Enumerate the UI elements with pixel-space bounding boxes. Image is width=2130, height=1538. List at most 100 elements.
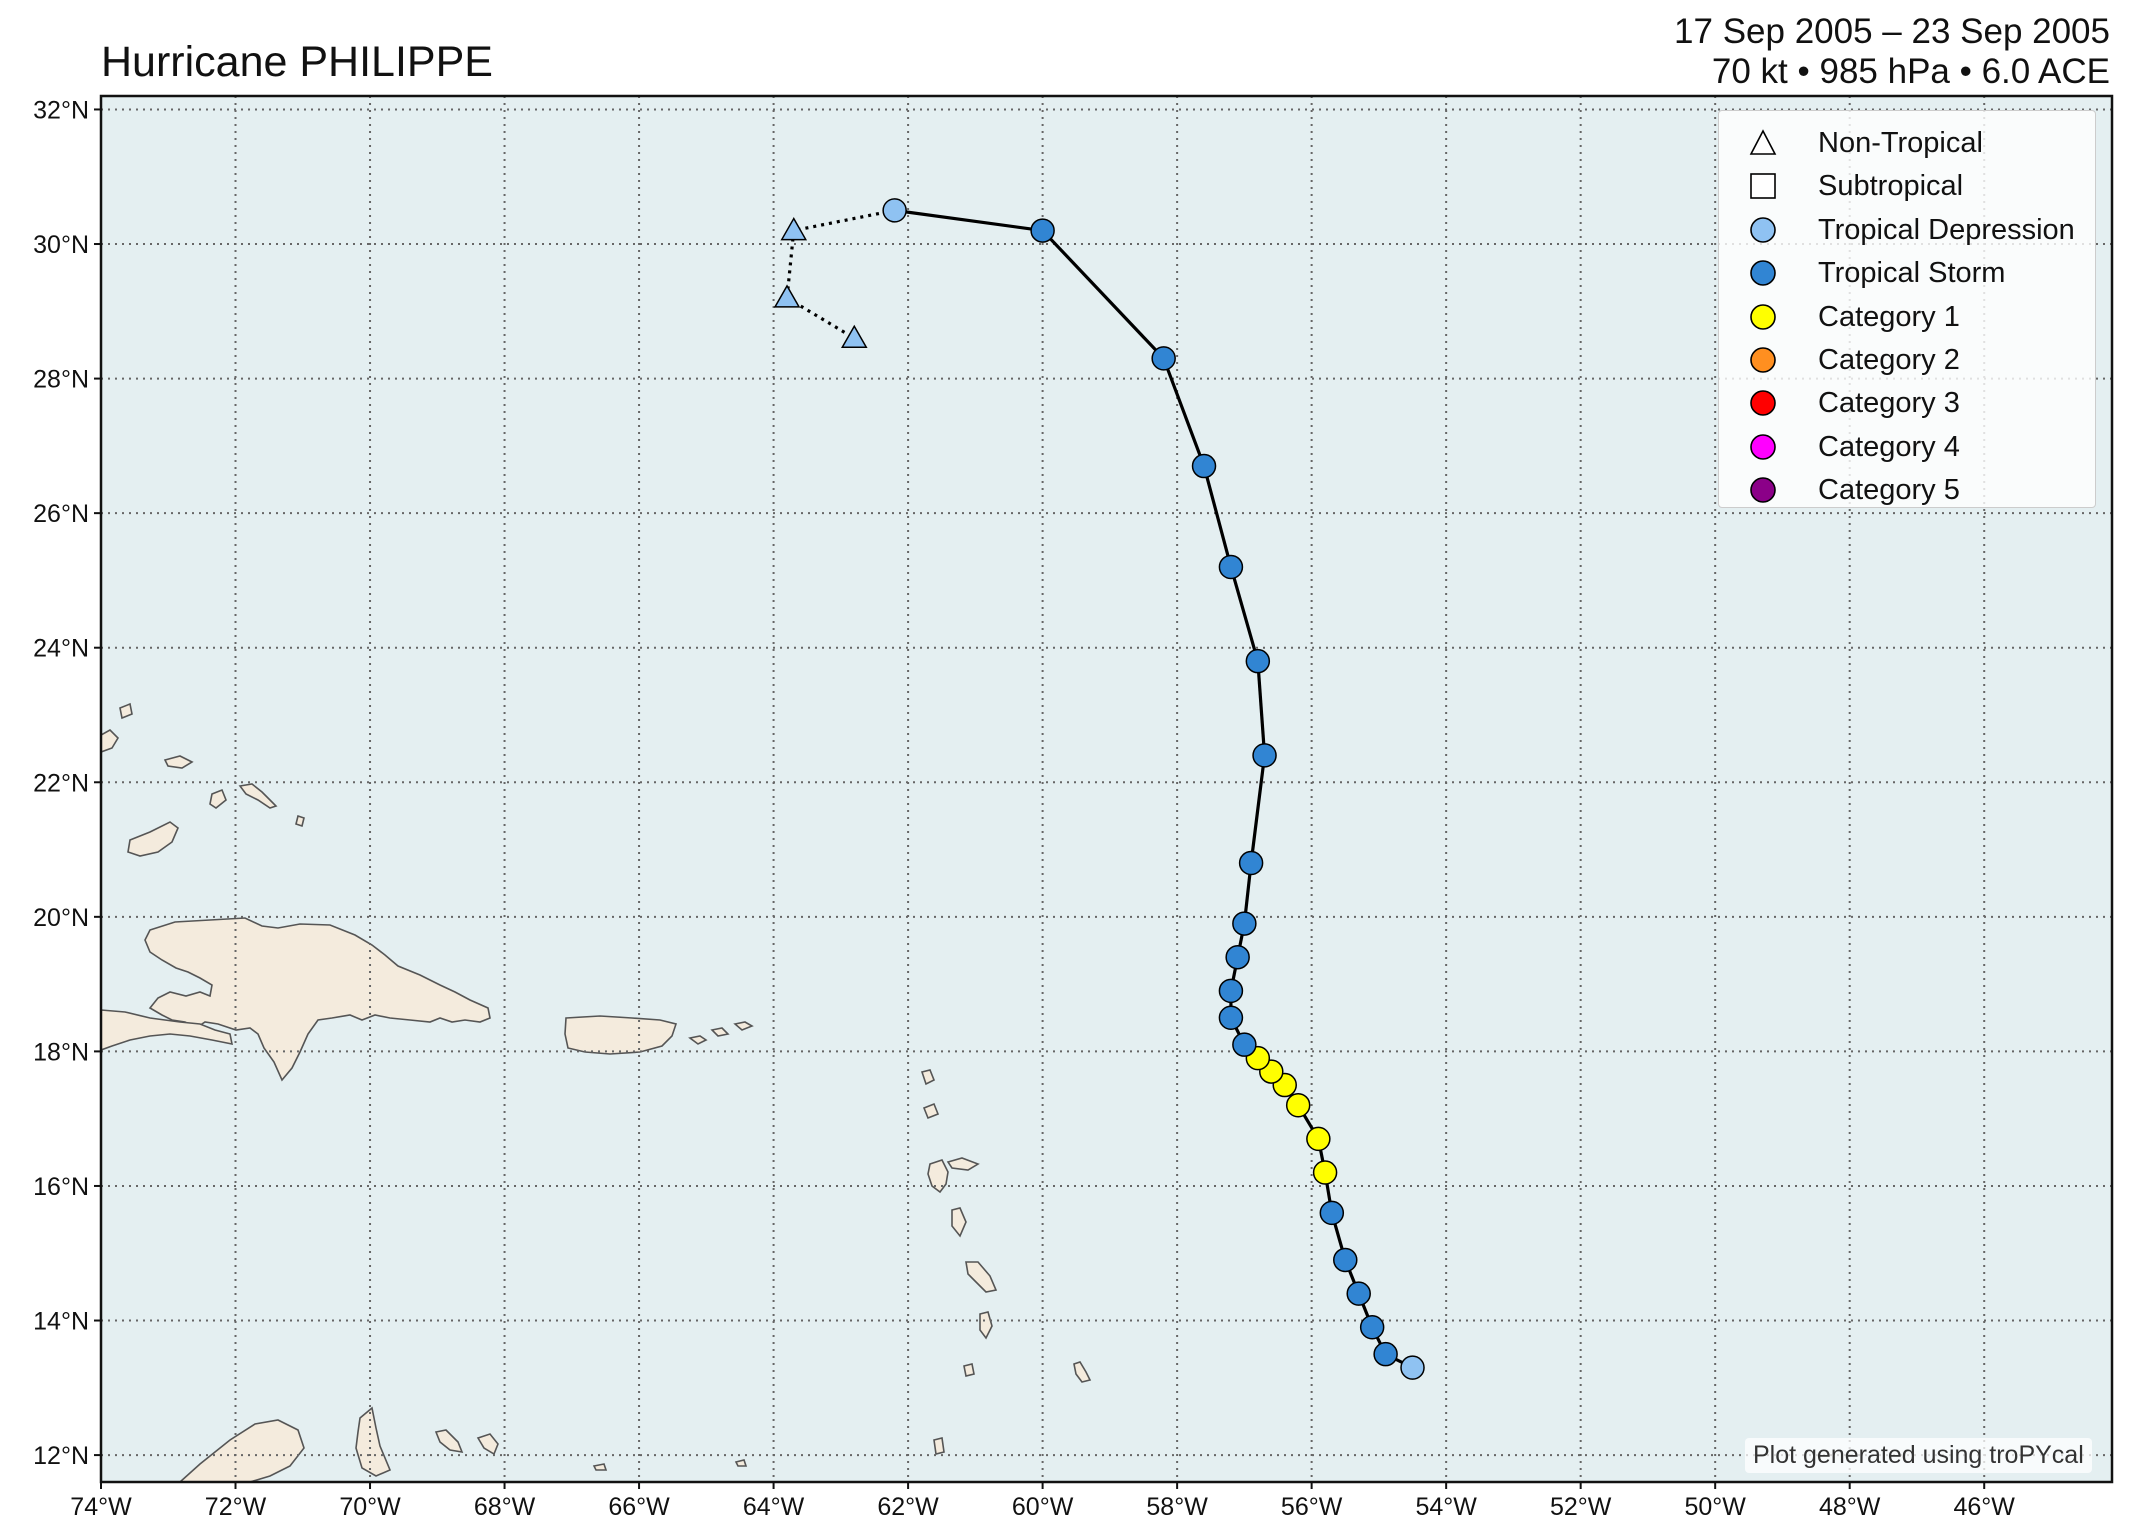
track-points [773,198,1425,1380]
track-segment [786,296,856,340]
lat-tick-label: 18°N [33,1038,89,1066]
track-segment [793,208,895,233]
lat-tick-label: 20°N [33,904,89,932]
track-point [1191,453,1217,479]
legend-item: Tropical Depression [1719,210,2095,250]
land-aruba [434,1429,464,1454]
legend-item: Subtropical [1719,166,2095,206]
land-martinique [965,1261,998,1293]
track-segment [1041,229,1165,360]
lat-tick-label: 14°N [33,1308,89,1336]
land-small-2 [209,788,227,809]
land-grenada [933,1437,945,1455]
land-antilles-1 [920,1069,936,1086]
track-point [1306,1126,1331,1152]
track-point [1373,1341,1398,1367]
lat-tick-label: 16°N [33,1173,89,1201]
land-barbados [1073,1361,1092,1383]
lat-tick-label: 22°N [33,769,89,797]
track-point [1218,978,1244,1004]
lon-tick-label: 64°W [743,1493,805,1521]
map-frame [99,94,2114,1484]
legend: Non-Tropical Subtropical Tropical Depressi… [1718,110,2096,508]
land-curacao [355,1406,392,1477]
legend-label: Tropical Depression [1818,213,2075,246]
circle-marker-icon [1750,347,1776,373]
lon-tick-label: 74°W [70,1493,132,1521]
land-cuba-tip [101,729,120,753]
land-bonaire [476,1433,499,1456]
land-haiti-peninsula [101,1009,234,1051]
track-point-non-tropical [780,217,808,241]
lat-tick-label: 28°N [33,366,89,394]
lon-tick-label: 50°W [1684,1493,1746,1521]
legend-label: Category 1 [1818,300,1960,333]
land-virgin-islands [688,1021,754,1045]
track-point [1319,1200,1345,1226]
legend-item: Category 4 [1719,427,2095,467]
track-point [1333,1247,1358,1273]
legend-item: Category 3 [1719,383,2095,423]
track-point [1030,218,1055,243]
track-segment [1256,661,1267,756]
circle-marker-icon [1750,433,1776,460]
track-segment [894,208,1043,233]
legend-label: Category 3 [1818,387,1960,420]
circle-marker-icon [1750,260,1776,286]
circle-marker-icon [1750,303,1776,330]
track-segment [1202,465,1233,568]
lat-tick-label: 26°N [33,500,89,528]
legend-item: Tropical Storm [1719,253,2095,293]
storm-title: Hurricane PHILIPPE [101,38,493,86]
land-antilles-2 [922,1102,940,1120]
storm-stats: 70 kt • 985 hPa • 6.0 ACE [1711,52,2110,91]
land-guadeloupe [927,1157,980,1194]
credit-text: Plot generated using troPYcal [1745,1438,2092,1473]
land-venezuela-coast [178,1419,305,1482]
track-point [1400,1355,1425,1380]
lon-tick-label: 62°W [877,1493,939,1521]
land-puerto-rico [564,1015,678,1055]
track-point [1245,648,1271,674]
lon-tick-label: 68°W [474,1493,536,1521]
lat-tick-label: 24°N [33,635,89,663]
lon-tick-label: 60°W [1012,1493,1074,1521]
land-hispaniola [144,917,491,1082]
lat-tick-labels: 12°N 14°N 16°N 18°N 20°N 22°N 24°N 26°N 28°N 30°N… [33,96,101,1470]
lon-tick-label: 72°W [205,1493,267,1521]
lon-tick-label: 56°W [1281,1493,1343,1521]
legend-item: Category 2 [1719,340,2095,380]
track-point [1252,743,1277,768]
legend-label: Category 5 [1818,474,1960,507]
land-st-vincent [963,1363,975,1377]
lon-tick-labels: 74°W 72°W 70°W 68°W 66°W 64°W 62°W 60°W 58°W 56°W… [70,1482,2015,1521]
track-point [1238,850,1264,876]
lon-tick-label: 58°W [1146,1493,1208,1521]
lon-tick-label: 52°W [1550,1493,1612,1521]
track-point [1346,1281,1371,1306]
circle-marker-icon [1750,390,1776,417]
legend-label: Subtropical [1818,170,1964,203]
square-marker-icon [1750,173,1776,200]
lon-tick-label: 66°W [608,1493,670,1521]
track-point [882,198,907,223]
legend-item: Non-Tropical [1719,123,2095,163]
date-range: 17 Sep 2005 – 23 Sep 2005 [1674,12,2110,51]
track-point [1285,1092,1311,1118]
land-st-lucia [979,1311,993,1340]
track-point [1151,346,1176,371]
lon-tick-label: 54°W [1415,1493,1477,1521]
land-turks [127,821,179,857]
track-segment [1249,755,1267,864]
grid-lines [101,96,2112,1482]
storm-summary: 17 Sep 2005 – 23 Sep 2005 70 kt • 985 hP… [1674,12,2110,92]
track-point [1359,1315,1385,1340]
land-small-3 [119,702,133,720]
lon-tick-label: 48°W [1819,1493,1881,1521]
land-inagua [163,755,194,769]
land-dominica [951,1207,967,1238]
land-layer [101,702,1092,1482]
track-segment [1229,566,1260,662]
legend-item: Category 5 [1719,470,2095,510]
track-point [1232,911,1257,936]
